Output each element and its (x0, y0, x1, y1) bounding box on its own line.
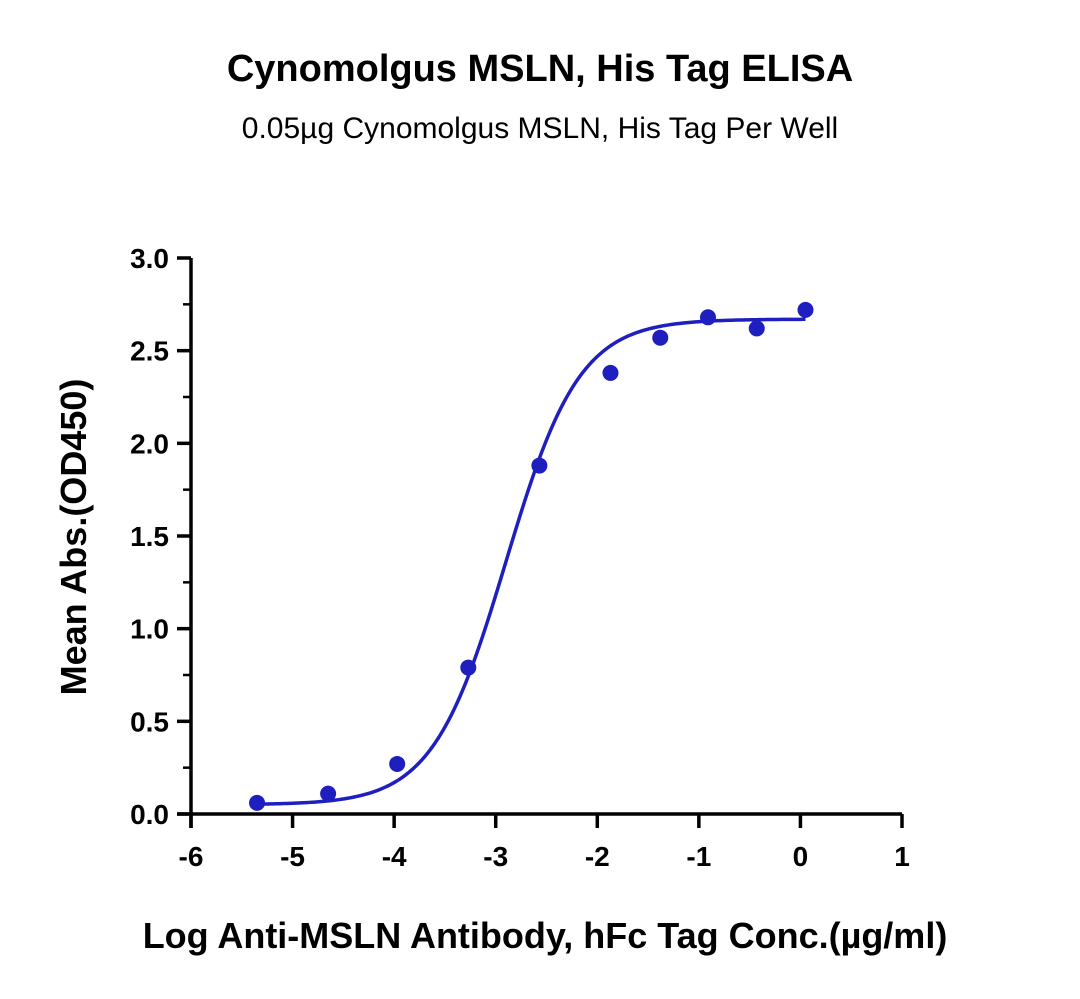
x-tick-label: -3 (483, 841, 508, 872)
fit-curve-layer (256, 317, 806, 806)
data-point (699, 309, 716, 326)
y-tick-label: 2.5 (130, 336, 169, 367)
chart-title: Cynomolgus MSLN, His Tag ELISA (226, 48, 854, 90)
data-point (531, 457, 548, 474)
y-tick-label: 0.0 (130, 799, 169, 830)
x-tick-label: 1 (894, 841, 910, 872)
data-point (249, 794, 266, 811)
y-tick-label: 1.0 (130, 614, 169, 645)
x-tick-label: -6 (179, 841, 204, 872)
y-tick-label: 2.0 (130, 428, 169, 459)
x-tick-label: 0 (793, 841, 809, 872)
x-tick-label: -1 (686, 841, 711, 872)
data-point (389, 755, 406, 772)
y-axis-title: Mean Abs.(OD450) (53, 379, 94, 696)
fit-curve (256, 317, 806, 806)
x-axis-title: Log Anti-MSLN Antibody, hFc Tag Conc.(µg… (143, 915, 948, 956)
chart-axes: 0.0 0.5 1.0 1.5 2.0 2.5 3.0 -6 -5 -4 -3 -2 -1 0 1 (130, 243, 910, 872)
data-point (652, 329, 669, 346)
y-tick-label: 0.5 (130, 706, 169, 737)
data-points-layer (249, 301, 814, 811)
data-point (320, 785, 337, 802)
x-tick-label: -4 (382, 841, 407, 872)
x-tick-label: -2 (585, 841, 610, 872)
chart-subtitle: 0.05µg Cynomolgus MSLN, His Tag Per Well (241, 112, 839, 145)
x-tick-label: -5 (280, 841, 305, 872)
y-tick-label: 1.5 (130, 521, 169, 552)
data-point (602, 364, 619, 381)
y-tick-label: 3.0 (130, 243, 169, 274)
data-point (748, 320, 765, 337)
data-point (460, 659, 477, 676)
data-point (797, 301, 814, 318)
